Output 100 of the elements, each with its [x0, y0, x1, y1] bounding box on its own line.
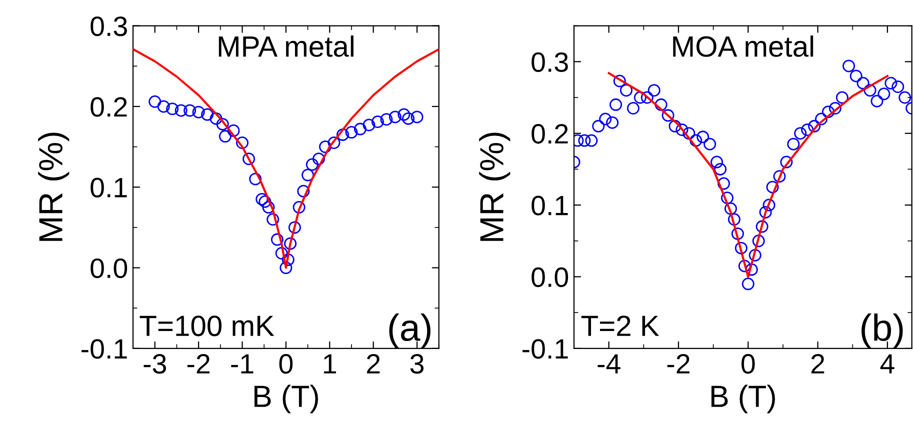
point — [676, 124, 688, 136]
x-tick-label: -3 — [144, 354, 166, 374]
point — [762, 198, 776, 212]
x-axis-title: B (T) — [711, 384, 775, 414]
annotation: (b) — [862, 313, 903, 348]
point — [210, 112, 222, 125]
point — [157, 100, 170, 113]
x-tick-label: 4 — [880, 354, 894, 374]
point — [634, 91, 646, 104]
point — [297, 184, 310, 198]
point — [892, 80, 904, 93]
point — [292, 201, 306, 214]
point — [752, 234, 765, 248]
point — [870, 94, 884, 108]
y-tick-label: 0.3 — [532, 52, 568, 72]
point — [724, 202, 737, 215]
point — [216, 118, 229, 130]
point — [328, 136, 340, 150]
point — [578, 134, 591, 147]
point — [780, 156, 793, 168]
point — [218, 130, 232, 143]
point — [766, 180, 779, 194]
y-tick-label: 0.3 — [90, 16, 127, 36]
point — [640, 91, 654, 104]
point — [654, 98, 668, 111]
point — [592, 120, 605, 132]
point — [275, 247, 288, 260]
y-tick-label: -0.1 — [82, 339, 127, 359]
point — [648, 84, 660, 97]
point — [898, 91, 912, 104]
point — [836, 91, 848, 104]
x-tick-label: 0 — [741, 354, 755, 374]
point — [828, 102, 842, 115]
x-tick-label: -4 — [598, 354, 620, 374]
point — [720, 192, 734, 204]
point — [380, 113, 393, 126]
point — [748, 248, 762, 262]
y-axis-title: MR (%) — [38, 132, 70, 241]
x-tick-label: 2 — [367, 354, 380, 374]
point — [242, 152, 256, 166]
x-tick-label: 1 — [324, 354, 336, 374]
annotation: (a) — [389, 313, 430, 348]
point — [773, 170, 786, 183]
point — [704, 138, 716, 150]
point — [787, 138, 800, 150]
point — [815, 112, 828, 126]
point — [613, 74, 626, 88]
point — [864, 84, 876, 97]
point — [319, 140, 332, 154]
x-tick-label: 3 — [410, 354, 424, 374]
point — [599, 112, 612, 126]
point — [878, 88, 890, 100]
point — [410, 110, 424, 124]
y-tick-label: 0.0 — [90, 258, 128, 278]
point — [184, 104, 196, 117]
point — [714, 162, 727, 176]
point — [306, 158, 318, 171]
point — [822, 106, 834, 118]
x-tick-label: -2 — [667, 354, 690, 374]
point — [258, 195, 272, 208]
point — [266, 213, 280, 226]
point — [850, 70, 862, 82]
point — [620, 84, 632, 97]
point — [728, 213, 740, 226]
point — [842, 60, 856, 72]
point — [288, 221, 301, 234]
point — [856, 76, 870, 90]
point — [302, 168, 314, 182]
annotation: T=100 mK — [140, 316, 274, 336]
x-tick-label: 2 — [811, 354, 824, 374]
y-tick-label: 0.2 — [90, 97, 127, 117]
point — [227, 124, 240, 137]
point — [759, 206, 772, 218]
point — [756, 220, 768, 233]
point — [388, 110, 402, 124]
point — [884, 76, 898, 90]
point — [236, 136, 249, 150]
point — [808, 120, 821, 132]
point — [585, 134, 598, 147]
point — [738, 260, 751, 272]
point — [201, 108, 214, 121]
y-tick-label: 0.1 — [532, 196, 568, 216]
point — [280, 262, 292, 274]
point — [626, 102, 640, 115]
y-tick-label: -0.1 — [522, 339, 568, 359]
point — [690, 134, 702, 147]
point — [794, 127, 807, 140]
annotation: T=2 K — [581, 316, 660, 336]
point — [606, 116, 619, 129]
point — [668, 120, 682, 132]
point — [696, 130, 710, 144]
point — [682, 127, 696, 140]
annotation: MOA metal — [673, 35, 814, 57]
point — [731, 227, 744, 240]
point — [734, 242, 748, 254]
point — [256, 192, 268, 206]
y-axis-title: MR (%) — [479, 132, 510, 241]
x-axis-title: B (T) — [254, 384, 318, 414]
point — [402, 112, 415, 125]
y-tick-label: 0.2 — [532, 124, 568, 144]
